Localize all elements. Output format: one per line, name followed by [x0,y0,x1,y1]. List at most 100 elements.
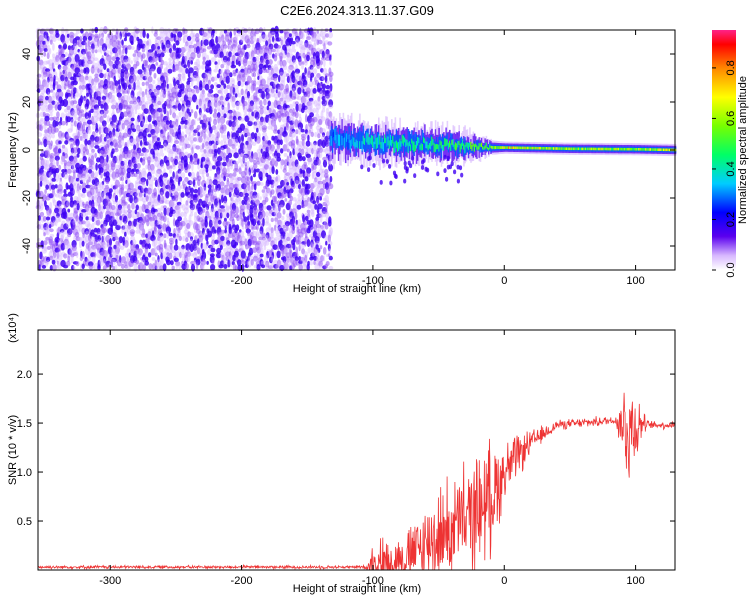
spectrogram-noise-blob [68,55,74,64]
spectrogram-noise-blob [133,81,136,91]
spectrogram-noise-blob [86,119,93,125]
spectrogram-noise-blob [39,172,45,177]
spectrogram-noise-blob [42,178,48,187]
spectrogram-noise-blob [197,179,201,187]
spectrogram-noise-blob [56,116,59,122]
spectrogram-noise-blob [76,251,79,259]
spectrogram-noise-blob [69,138,74,142]
spectrogram-noise-blob [118,47,122,55]
spectrogram-noise-blob [145,195,149,202]
spectrogram-noise-blob [233,138,239,147]
spectrogram-noise-blob [81,59,85,67]
spectrogram-noise-blob [95,130,99,139]
spectrogram-noise-blob [107,227,114,235]
spectrogram-noise-blob [228,115,234,121]
spectrogram-noise-blob [141,233,146,238]
spectrogram-noise-blob [314,131,318,138]
spectrogram-noise-blob [103,259,106,266]
spectrogram-noise-blob [77,122,84,132]
spectrogram-noise-blob [322,247,327,255]
spectrogram-noise-blob [82,155,87,162]
spectrogram-noise-blob [313,68,318,75]
spectrogram-noise-blob [94,238,97,247]
spectrogram-noise-blob [75,91,80,98]
spectrogram-noise-blob [46,220,49,228]
spectrogram-noise-blob [270,189,275,195]
spectrogram-noise-blob [78,214,84,222]
spectrogram-noise-blob [103,108,109,115]
spectrogram-noise-blob [49,66,53,75]
spectrogram-noise-blob [192,132,197,137]
spectrogram-noise-blob [88,45,92,51]
spectrogram-noise-blob [284,198,288,202]
spectrogram-noise-blob [111,40,118,48]
spectrogram-noise-blob [204,83,210,91]
spectrogram-noise-blob [170,260,174,266]
spectrogram-noise-blob [95,127,99,133]
spectrogram-noise-blob [91,216,95,222]
spectrogram-noise-blob [193,184,198,189]
spectrogram-noise-blob [52,42,55,51]
spectrogram-noise-blob [96,184,102,189]
spectrogram-noise-blob [81,113,86,117]
spectrogram-noise-blob [168,252,173,260]
spectrogram-noise-blob [91,121,96,126]
spectrogram-noise-blob [223,264,228,269]
spectrogram-noise-blob [58,216,62,223]
spectrogram-noise-blob [72,158,77,166]
figure-title: C2E6.2024.313.11.37.G09 [280,3,434,18]
spectrogram-noise-blob [88,110,92,119]
spectrogram-noise-blob [66,105,71,110]
spectrogram-noise-blob [45,159,50,167]
spectrogram-noise-blob [231,99,236,108]
spectrogram-noise-blob [61,144,66,149]
spectrogram-noise-blob [99,167,104,174]
spectrogram-noise-blob [319,245,323,250]
spectrogram-noise-blob [182,235,186,242]
spectrogram-noise-blob [108,191,112,200]
spectrogram-noise-blob [316,158,321,166]
spectrogram-noise-blob [117,72,121,78]
spectrogram-noise-blob [88,176,91,183]
spectrogram-noise-blob [99,230,103,239]
spectrogram-noise-blob [111,104,116,110]
spectrogram-noise-blob [166,63,169,71]
spectrogram-noise-blob [60,112,65,119]
spectrogram-noise-blob [42,159,48,167]
spectrogram-noise-blob [250,89,254,94]
spectrogram-noise-blob [117,124,123,132]
spectrogram-noise-blob [219,151,224,158]
spectrogram-noise-blob [84,67,90,75]
spectrogram-noise-blob [99,258,104,267]
spectrogram-noise-blob [81,129,87,135]
spectrogram-noise-blob [123,82,128,91]
spectrogram-noise-blob [54,59,60,66]
spectrogram-noise-blob [93,57,99,61]
spectrogram-noise-blob [55,174,60,182]
spectrogram-noise-blob [106,115,110,123]
spectrogram-noise-blob [58,136,62,142]
spectrogram-noise-blob [78,223,83,232]
spectrogram-noise-blob [223,47,227,57]
spectrogram-noise-blob [328,265,334,270]
spectrogram-noise-blob [39,259,44,268]
spectrogram-noise-blob [109,238,112,247]
spectrogram-noise-blob [291,226,296,235]
spectrogram-noise-blob [124,75,128,82]
spectrogram-noise-blob [153,88,157,93]
spectrogram-noise-blob [43,84,49,89]
spectrogram-noise-blob [102,113,107,118]
spectrogram-noise-blob [134,109,138,115]
spectrogram-noise-blob [74,116,78,121]
spectrogram-noise-blob [57,188,63,194]
spectrogram-noise-blob [103,256,107,264]
spectrogram-noise-blob [120,264,125,269]
spectrogram-noise-blob [152,79,156,85]
spectrogram-noise-blob [38,215,41,222]
spectrogram-noise-blob [46,256,51,262]
spectrogram-noise-blob [206,260,209,265]
spectrogram-noise-blob [117,60,122,67]
spectrogram-noise-blob [123,55,129,63]
spectrogram-noise-blob [322,255,326,262]
spectrogram-noise-blob [52,91,56,98]
